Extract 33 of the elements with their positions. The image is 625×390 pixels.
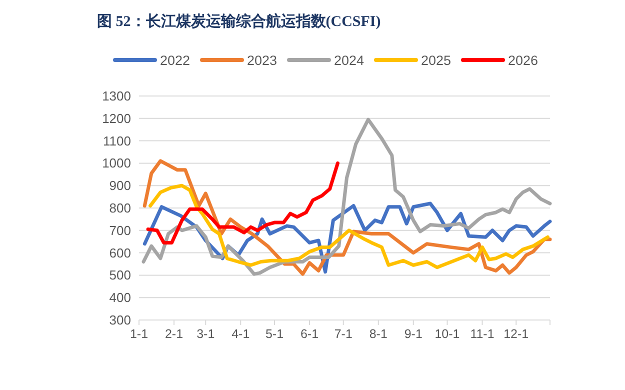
y-tick-label: 1000 [102,156,131,171]
y-tick-label: 700 [109,222,131,238]
x-tick-label: 11-1 [470,327,494,341]
y-tick-label: 1300 [102,88,131,104]
x-tick-label: 8-1 [369,327,388,341]
legend-label: 2024 [334,53,365,68]
x-tick-label: 6-1 [300,327,319,341]
y-tick-label: 1200 [102,110,131,126]
x-tick-label: 7-1 [334,327,352,341]
y-tick-label: 900 [109,178,131,194]
y-tick-label: 800 [109,200,131,216]
line-series [148,184,550,270]
legend-label: 2023 [247,53,278,68]
x-tick-label: 12-1 [504,327,529,341]
chart-title: 图 52：长江煤炭运输综合航运指数(CCSFI) [97,12,381,30]
x-tick-label: 4-1 [232,327,250,341]
y-tick-label: 400 [109,290,131,306]
x-tick-label: 10-1 [434,327,460,341]
x-tick-label: 2-1 [164,327,184,341]
legend-label: 2025 [421,53,452,68]
x-tick-label: 5-1 [265,327,284,341]
legend-label: 2022 [160,53,190,68]
y-tick-label: 1100 [103,133,131,148]
y-tick-label: 500 [109,268,131,283]
x-tick-label: 9-1 [404,327,422,341]
legend-label: 2026 [508,53,538,68]
line-series [142,118,552,276]
line-series [142,159,552,276]
y-tick-label: 600 [109,245,131,260]
x-tick-label: 3-1 [196,327,215,341]
y-tick-label: 300 [109,312,131,328]
x-tick-label: 1-1 [130,327,148,341]
line-series [146,161,340,244]
